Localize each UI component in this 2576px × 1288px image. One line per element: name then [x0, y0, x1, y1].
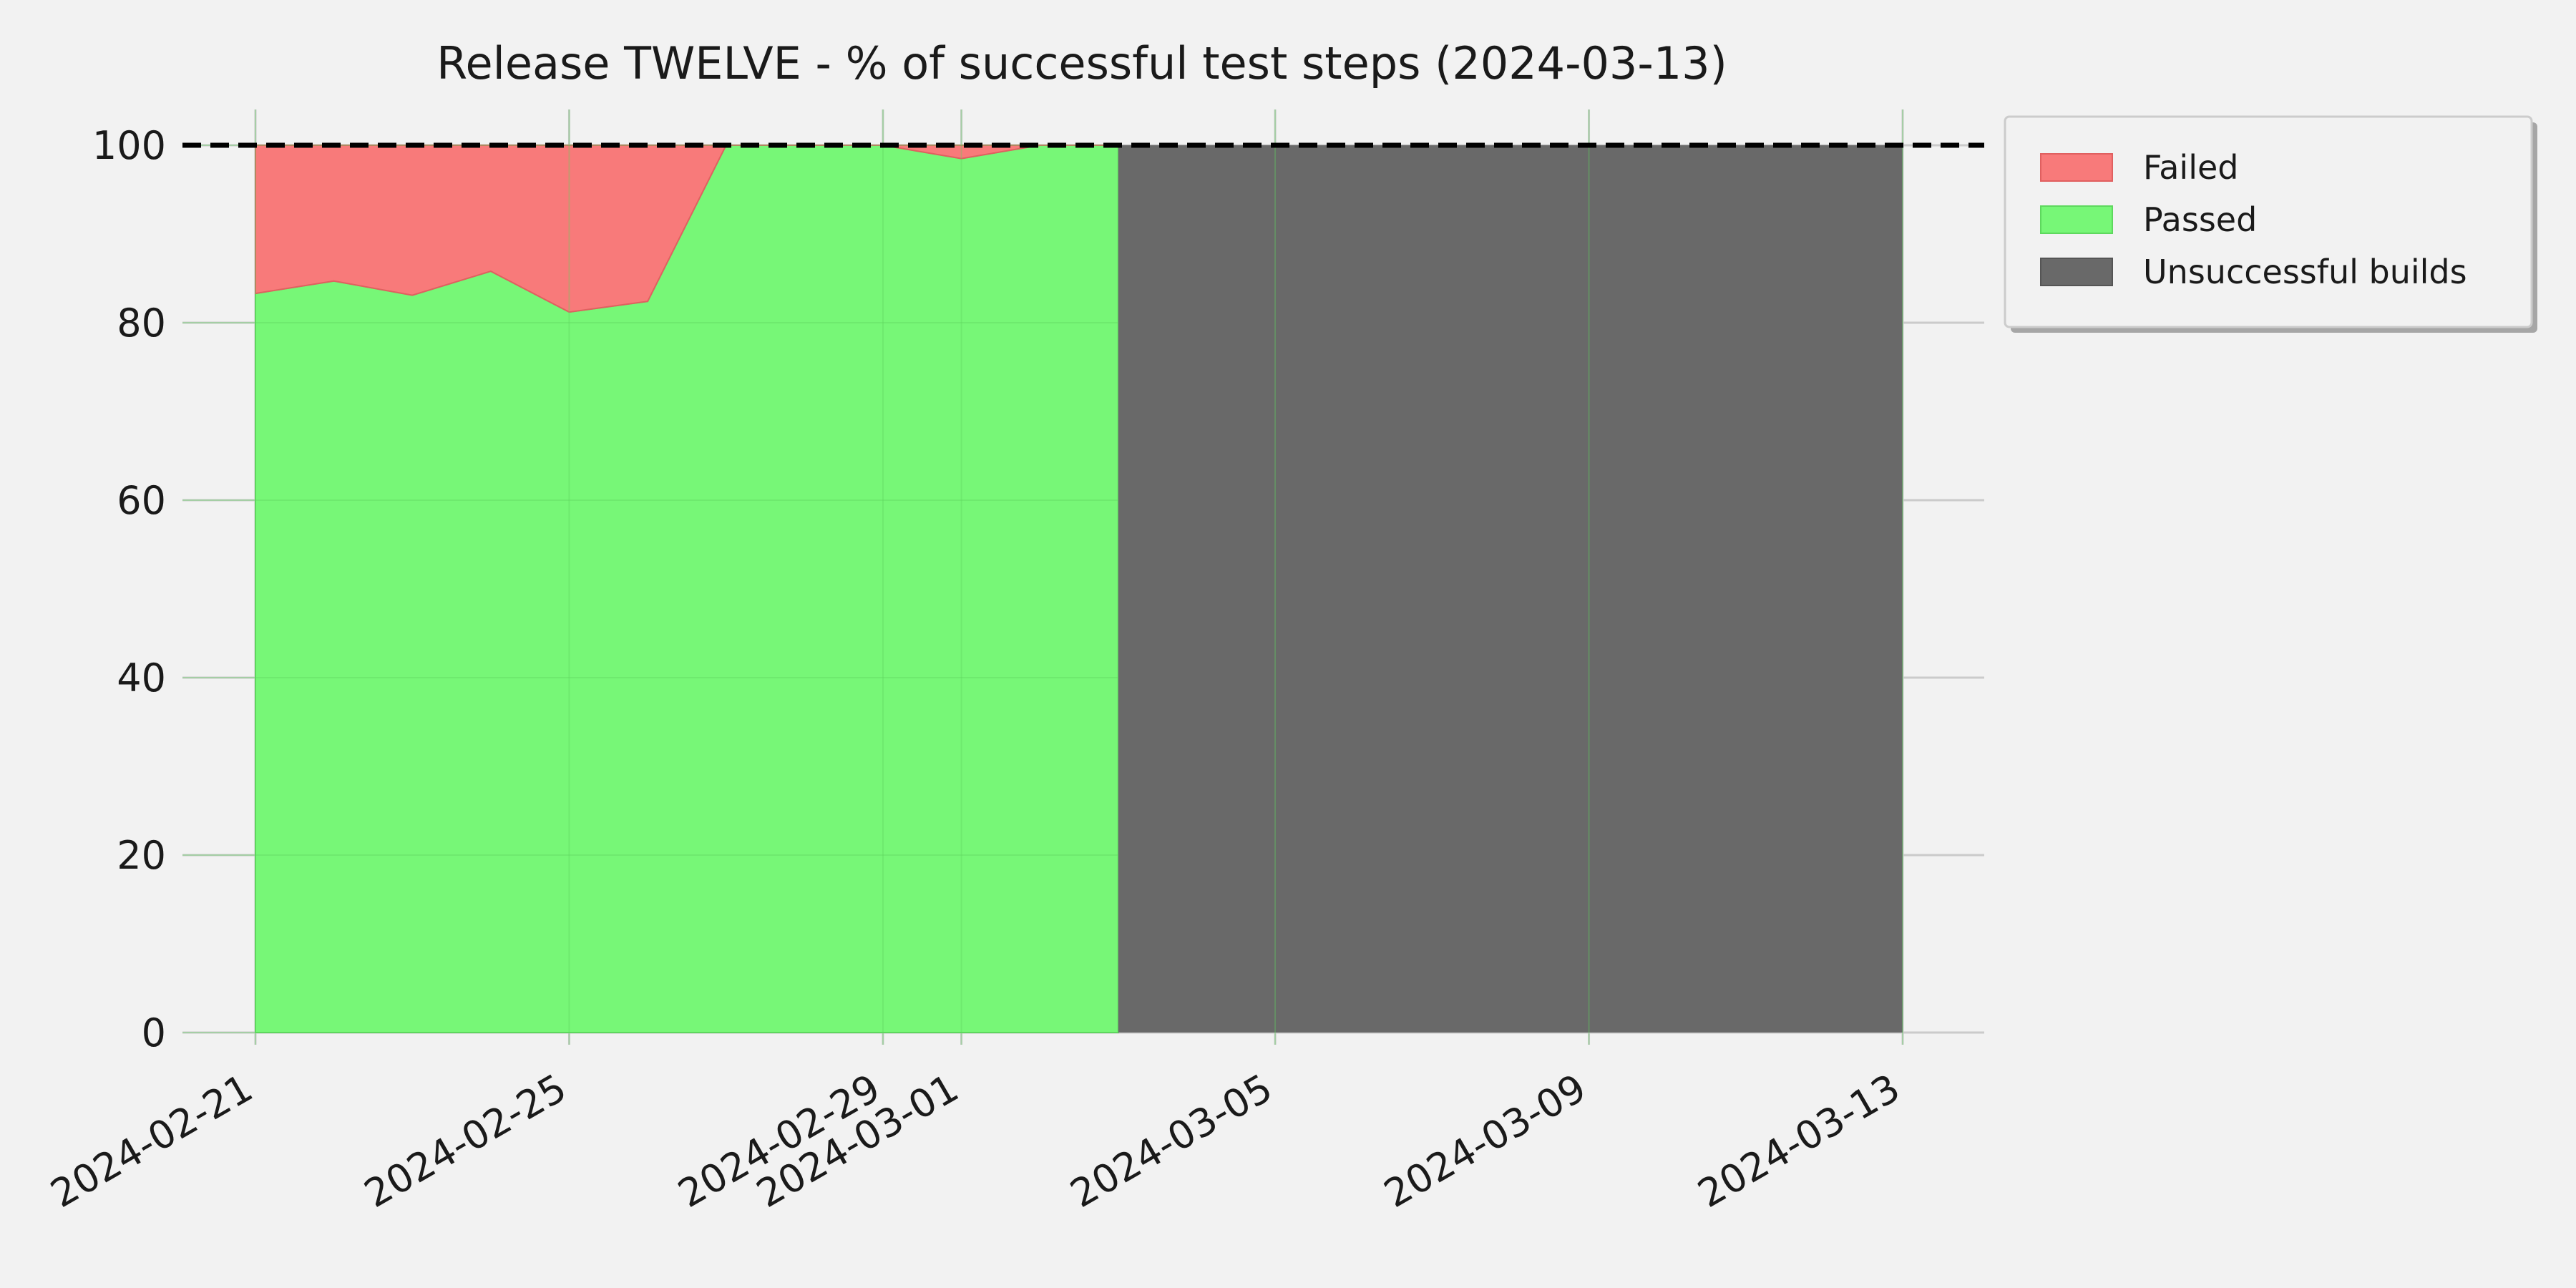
legend-label: Passed [2143, 200, 2257, 239]
legend-item: Unsuccessful builds [2040, 253, 2467, 291]
legend-box [2004, 115, 2533, 328]
legend-item: Passed [2040, 200, 2257, 239]
chart-title: Release TWELVE - % of successful test st… [436, 37, 1727, 89]
legend-item: Failed [2040, 148, 2239, 187]
legend-label: Unsuccessful builds [2143, 253, 2467, 291]
legend-label: Failed [2143, 148, 2239, 187]
y-tick-label: 100 [92, 123, 166, 168]
area-series [182, 109, 1903, 1045]
x-tick-label: 2024-03-09 [1377, 1065, 1594, 1216]
y-axis-ticks: 0 20 40 60 80 100 [92, 123, 166, 1055]
x-tick-label: 2024-02-21 [43, 1065, 260, 1216]
x-tick-label: 2024-03-13 [1690, 1065, 1907, 1216]
y-tick-label: 40 [117, 655, 166, 701]
legend: Failed Passed Unsuccessful builds [2004, 115, 2537, 333]
legend-swatch [2040, 205, 2113, 234]
y-tick-label: 60 [117, 478, 166, 523]
y-tick-label: 80 [117, 301, 166, 346]
y-tick-label: 0 [142, 1010, 166, 1055]
unsuccessful-builds-area [1118, 145, 1903, 1033]
x-tick-label: 2024-03-05 [1063, 1065, 1279, 1216]
y-tick-label: 20 [117, 833, 166, 878]
legend-items: Failed Passed Unsuccessful builds [2040, 148, 2467, 291]
legend-swatch [2040, 258, 2113, 286]
x-tick-label: 2024-02-25 [357, 1065, 574, 1216]
x-axis-ticks: 2024-02-21 2024-02-25 2024-02-292024-03-01… [43, 1065, 1907, 1216]
legend-swatch [2040, 153, 2113, 182]
